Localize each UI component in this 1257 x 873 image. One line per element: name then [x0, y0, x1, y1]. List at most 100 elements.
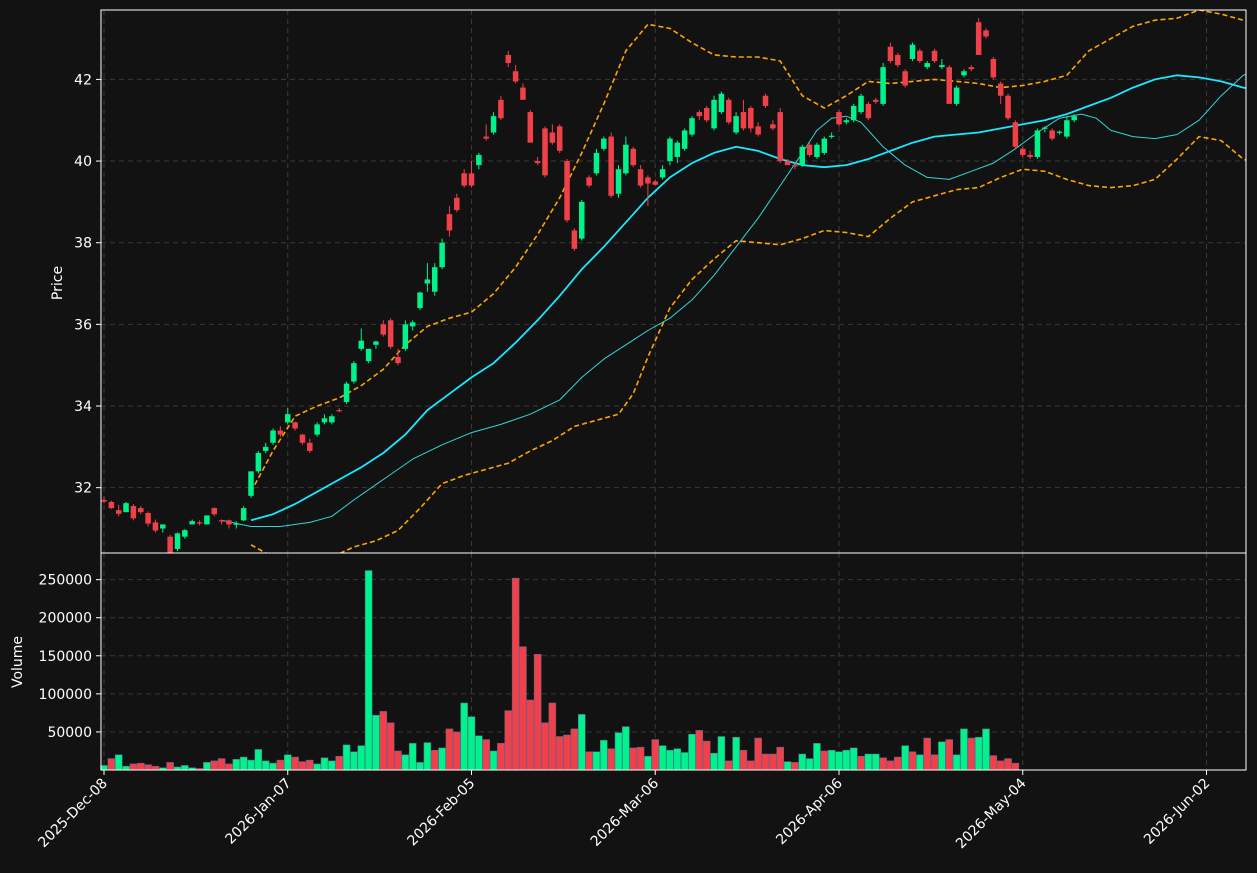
volume-bar — [306, 759, 314, 771]
candle-body — [255, 452, 262, 472]
candle — [924, 61, 930, 70]
candle-body — [358, 340, 365, 349]
volume-grid — [101, 553, 1246, 770]
candle — [1019, 146, 1026, 157]
candle-body — [270, 430, 276, 443]
candle-body — [1005, 95, 1011, 119]
candle-body — [770, 124, 776, 129]
volume-bar — [702, 740, 711, 771]
volume-y-axis: 50000 100000 150000 200000 250000 — [39, 573, 101, 741]
volume-bar — [747, 760, 755, 771]
candle-body — [1034, 130, 1041, 157]
candle-body — [953, 87, 960, 104]
candle — [711, 95, 717, 131]
candle — [733, 112, 739, 135]
candle — [534, 156, 541, 166]
candle — [872, 97, 879, 104]
volume-bar — [401, 754, 410, 771]
candle-body — [196, 522, 203, 524]
candle — [240, 506, 247, 522]
candle — [160, 524, 166, 533]
candle-body — [167, 536, 173, 553]
volume-bar — [629, 747, 637, 771]
volume-bar — [475, 735, 483, 771]
candle-body — [623, 144, 629, 174]
volume-bar — [739, 749, 748, 771]
candle-body — [586, 177, 592, 186]
lower-band-line — [250, 135, 1246, 553]
candles — [101, 18, 1077, 553]
candle — [130, 504, 137, 521]
candle — [1064, 116, 1070, 139]
candle-body — [608, 136, 614, 196]
volume-bar — [107, 758, 116, 771]
volume-bar — [600, 740, 608, 771]
candle-body — [931, 50, 938, 62]
candle-body — [601, 138, 607, 149]
candle-body — [108, 501, 115, 509]
candle — [182, 529, 188, 539]
candle-body — [277, 430, 284, 435]
candle-body — [365, 348, 372, 362]
candle-body — [902, 71, 908, 86]
volume-bar — [416, 762, 424, 771]
volume-bar — [578, 714, 586, 771]
candle — [667, 136, 673, 166]
volume-bar — [511, 577, 520, 771]
candle-body — [578, 201, 585, 239]
volume-y-tick-label: 150000 — [39, 649, 92, 665]
volume-bar — [386, 722, 395, 771]
volume-bar — [842, 749, 851, 771]
candle-body — [145, 512, 151, 524]
candle-body — [130, 506, 137, 519]
candle — [1027, 150, 1033, 160]
candle — [336, 408, 342, 413]
candle — [167, 534, 173, 553]
candle-body — [439, 242, 445, 268]
volume-bar — [357, 745, 365, 771]
candle — [476, 152, 482, 170]
candle-body — [262, 446, 269, 451]
candle-body — [740, 112, 747, 129]
candle-body — [152, 522, 159, 531]
candle — [623, 136, 629, 176]
volume-bar — [894, 756, 902, 771]
volume-bar — [364, 570, 373, 771]
volume-bar — [151, 765, 160, 771]
candle — [975, 18, 982, 55]
volume-bar — [232, 759, 241, 771]
candle — [292, 421, 298, 431]
candle — [520, 83, 526, 100]
candle — [895, 52, 901, 68]
candle-body — [696, 112, 703, 117]
candle-body — [461, 173, 467, 186]
candle-body — [828, 135, 835, 137]
candle-body — [218, 520, 225, 522]
candle-body — [725, 99, 732, 123]
slow-moving-average-line — [250, 74, 1246, 522]
volume-bar — [930, 754, 939, 771]
volume-bar — [533, 654, 542, 771]
volume-bar — [982, 728, 990, 771]
volume-bar — [408, 743, 417, 771]
candle-body — [520, 87, 526, 100]
candle-body — [490, 116, 497, 133]
candle-body — [983, 30, 989, 37]
candle-body — [505, 54, 512, 64]
candle — [115, 504, 122, 517]
volume-bar — [239, 756, 248, 771]
candle — [814, 142, 820, 160]
candle-body — [483, 136, 489, 139]
candle — [997, 81, 1004, 104]
candle-body — [895, 54, 901, 66]
volume-bar — [651, 739, 659, 771]
candle — [1056, 130, 1063, 135]
volume-bar — [974, 737, 983, 771]
candle-body — [292, 422, 298, 429]
volume-bar — [695, 730, 704, 771]
candle — [990, 56, 997, 80]
volume-bar — [298, 761, 307, 771]
candle — [454, 193, 460, 213]
candle-body — [674, 142, 681, 157]
candle-body — [226, 520, 232, 525]
